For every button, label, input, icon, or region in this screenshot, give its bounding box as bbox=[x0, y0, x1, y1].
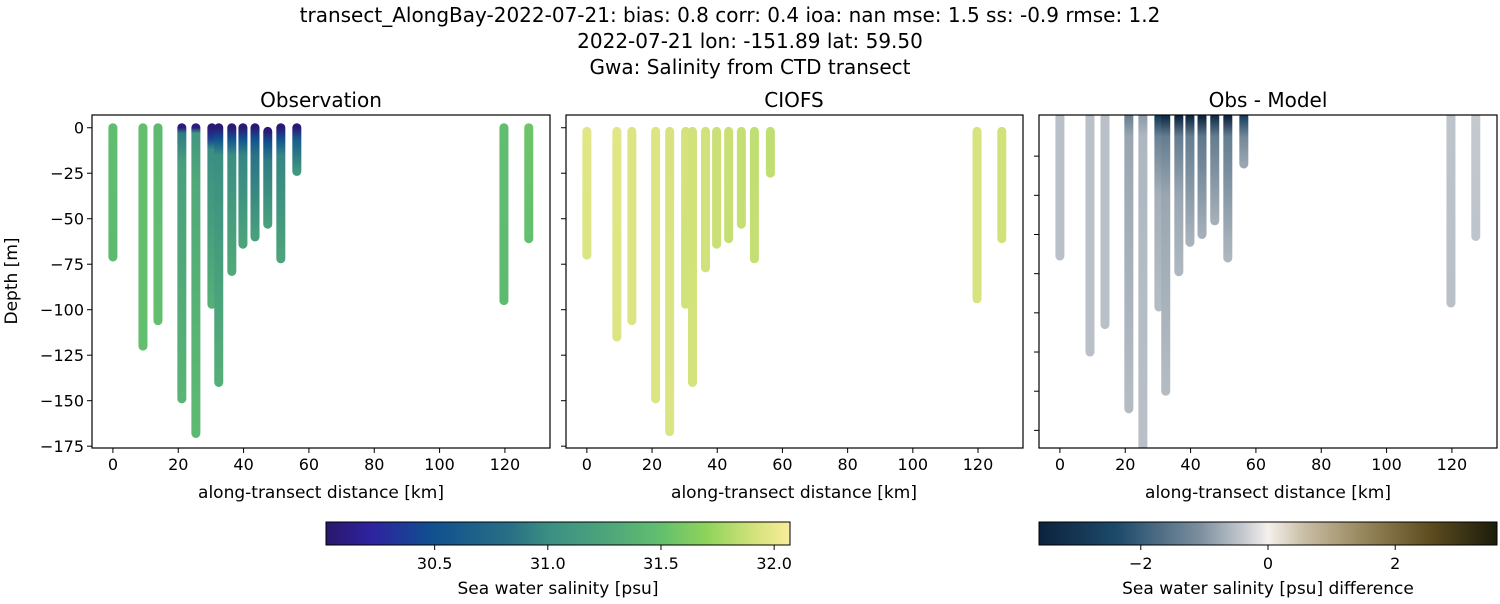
colorbar-tick-label: 32.0 bbox=[756, 554, 792, 573]
y-tick-label: −175 bbox=[40, 437, 84, 456]
xlabel-ciofs: along-transect distance [km] bbox=[671, 483, 917, 503]
x-tick-label: 100 bbox=[424, 455, 455, 474]
colorbar-tick-label: 2 bbox=[1390, 554, 1400, 573]
x-tick-label: 80 bbox=[1311, 455, 1331, 474]
x-tick-label: 120 bbox=[490, 455, 521, 474]
cast-group bbox=[582, 126, 1007, 437]
colorbar-label-difference: Sea water salinity [psu] difference bbox=[1122, 579, 1414, 599]
y-tick-label: −100 bbox=[40, 301, 84, 320]
y-tick-label: −75 bbox=[50, 255, 84, 274]
colorbar-label-salinity: Sea water salinity [psu] bbox=[458, 579, 659, 599]
x-tick-label: 100 bbox=[1371, 455, 1402, 474]
x-tick-label: 120 bbox=[963, 455, 994, 474]
colorbar-tick-label: −2 bbox=[1129, 554, 1153, 573]
cast-group bbox=[108, 123, 534, 438]
axes-frame bbox=[91, 114, 551, 449]
x-tick-label: 40 bbox=[233, 455, 253, 474]
x-tick-label: 40 bbox=[1180, 455, 1200, 474]
x-tick-label: 60 bbox=[772, 455, 792, 474]
x-tick-label: 20 bbox=[168, 455, 188, 474]
x-tick-label: 0 bbox=[1055, 455, 1065, 474]
xlabel-observation: along-transect distance [km] bbox=[198, 483, 444, 503]
x-tick-label: 80 bbox=[364, 455, 384, 474]
xlabel-obs-minus-model: along-transect distance [km] bbox=[1145, 483, 1391, 503]
figure-title-line-2: 2022-07-21 lon: -151.89 lat: 59.50 bbox=[577, 29, 923, 53]
figure-title-line-1: transect_AlongBay-2022-07-21: bias: 0.8 … bbox=[300, 3, 1161, 27]
x-tick-label: 60 bbox=[299, 455, 319, 474]
colorbar-tick-label: 31.5 bbox=[643, 554, 679, 573]
x-tick-label: 0 bbox=[108, 455, 118, 474]
x-tick-label: 0 bbox=[582, 455, 592, 474]
colorbar-tick-label: 31.0 bbox=[530, 554, 566, 573]
cast-group bbox=[1055, 115, 1481, 448]
y-tick-label: −25 bbox=[50, 164, 84, 183]
y-tick-label: −125 bbox=[40, 346, 84, 365]
y-tick-label: 0 bbox=[74, 119, 84, 138]
x-tick-label: 20 bbox=[1115, 455, 1135, 474]
y-tick-label: −150 bbox=[40, 392, 84, 411]
panel-title-ciofs: CIOFS bbox=[764, 88, 823, 112]
panel-title-obs-minus-model: Obs - Model bbox=[1209, 88, 1328, 112]
colorbar-salinity bbox=[325, 521, 791, 546]
x-tick-label: 20 bbox=[642, 455, 662, 474]
panel-title-observation: Observation bbox=[260, 88, 382, 112]
x-tick-label: 80 bbox=[837, 455, 857, 474]
colorbar-tick-label: 30.5 bbox=[417, 554, 453, 573]
x-tick-label: 120 bbox=[1437, 455, 1468, 474]
x-tick-label: 100 bbox=[898, 455, 929, 474]
axes-frame bbox=[1038, 114, 1498, 449]
ylabel-depth: Depth [m] bbox=[2, 237, 22, 324]
figure-title-line-3: Gwa: Salinity from CTD transect bbox=[590, 55, 911, 79]
colorbar-difference bbox=[1038, 521, 1498, 546]
x-tick-label: 60 bbox=[1246, 455, 1266, 474]
colorbar-tick-label: 0 bbox=[1263, 554, 1273, 573]
x-tick-label: 40 bbox=[707, 455, 727, 474]
y-tick-label: −50 bbox=[50, 210, 84, 229]
axes-frame bbox=[565, 114, 1024, 449]
